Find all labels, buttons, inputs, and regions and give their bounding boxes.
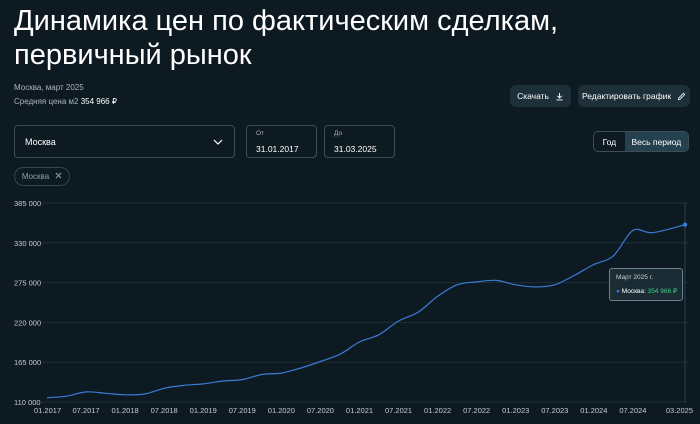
- price-line-chart: 110 000 165 000 220 000 275 000 330 000 385 0…: [14, 199, 693, 415]
- download-icon: [555, 92, 564, 101]
- tooltip-value: 354 966 ₽: [647, 288, 678, 295]
- average-price-label: Средняя цена м2: [14, 97, 79, 106]
- average-price: Средняя цена м2 354 966 ₽: [14, 97, 117, 106]
- x-tick-label: 01.2023: [502, 406, 529, 415]
- period-option-year[interactable]: Год: [602, 136, 617, 147]
- x-tick-label: 07.2023: [541, 406, 568, 415]
- chart-tooltip: Март 2025 г. ● Москва: 354 966 ₽: [609, 268, 683, 301]
- series-dot-icon: ●: [616, 288, 620, 295]
- date-from-value: 31.01.2017: [256, 144, 299, 154]
- y-tick-label: 220 000: [14, 318, 41, 327]
- last-point-marker: [682, 222, 688, 227]
- x-tick-label: 01.2019: [190, 406, 217, 415]
- date-from-field[interactable]: От 31.01.2017: [246, 125, 317, 158]
- region-select-value: Москва: [25, 136, 56, 147]
- x-tick-label: 07.2019: [229, 406, 256, 415]
- date-to-value: 31.03.2025: [334, 144, 377, 154]
- y-tick-label: 165 000: [14, 358, 41, 367]
- y-tick-label: 110 000: [14, 398, 41, 407]
- x-tick-label: 01.2018: [112, 406, 139, 415]
- period-toggle: Год Весь период: [593, 131, 689, 152]
- period-option-all[interactable]: Весь период: [624, 132, 688, 151]
- tooltip-series-name: Москва: [621, 288, 644, 295]
- date-from-label: От: [256, 130, 265, 137]
- x-tick-label: 07.2018: [151, 406, 178, 415]
- region-chip-label: Москва: [21, 172, 50, 181]
- y-tick-label: 385 000: [14, 199, 41, 208]
- region-filter-chip[interactable]: Москва: [14, 167, 70, 186]
- chevron-down-icon: [213, 137, 223, 147]
- x-tick-label: 01.2021: [346, 406, 373, 415]
- x-tick-label: 07.2024: [619, 406, 646, 415]
- date-to-label: До: [334, 130, 343, 137]
- download-button-label: Скачать: [517, 91, 549, 101]
- region-select[interactable]: Москва: [14, 125, 235, 158]
- x-tick-label: 01.2024: [580, 406, 607, 415]
- tooltip-title: Март 2025 г.: [616, 274, 654, 281]
- x-tick-label: 07.2021: [385, 406, 412, 415]
- edit-chart-button[interactable]: Редактировать график: [578, 85, 690, 107]
- location-date: Москва, март 2025: [14, 83, 84, 92]
- y-tick-label: 330 000: [14, 239, 41, 248]
- download-button[interactable]: Скачать: [510, 85, 571, 107]
- x-tick-label: 07.2020: [307, 406, 334, 415]
- close-icon[interactable]: [55, 172, 62, 181]
- x-tick-label: 03.2025: [666, 406, 693, 415]
- series-line-moscow: [46, 224, 686, 399]
- date-to-field[interactable]: До 31.03.2025: [324, 125, 395, 158]
- tooltip-row: ● Москва: 354 966 ₽: [616, 288, 678, 295]
- x-tick-label: 07.2022: [463, 406, 490, 415]
- page-title: Динамика цен по фактическим сделкам, пер…: [14, 5, 559, 71]
- x-tick-label: 01.2022: [424, 406, 451, 415]
- x-tick-label: 01.2020: [268, 406, 295, 415]
- edit-chart-button-label: Редактировать график: [581, 91, 672, 101]
- y-tick-label: 275 000: [14, 279, 41, 288]
- average-price-value: 354 966 ₽: [80, 97, 117, 106]
- pencil-icon: [677, 92, 686, 101]
- x-tick-label: 07.2017: [72, 406, 99, 415]
- x-tick-label: 01.2017: [34, 406, 61, 415]
